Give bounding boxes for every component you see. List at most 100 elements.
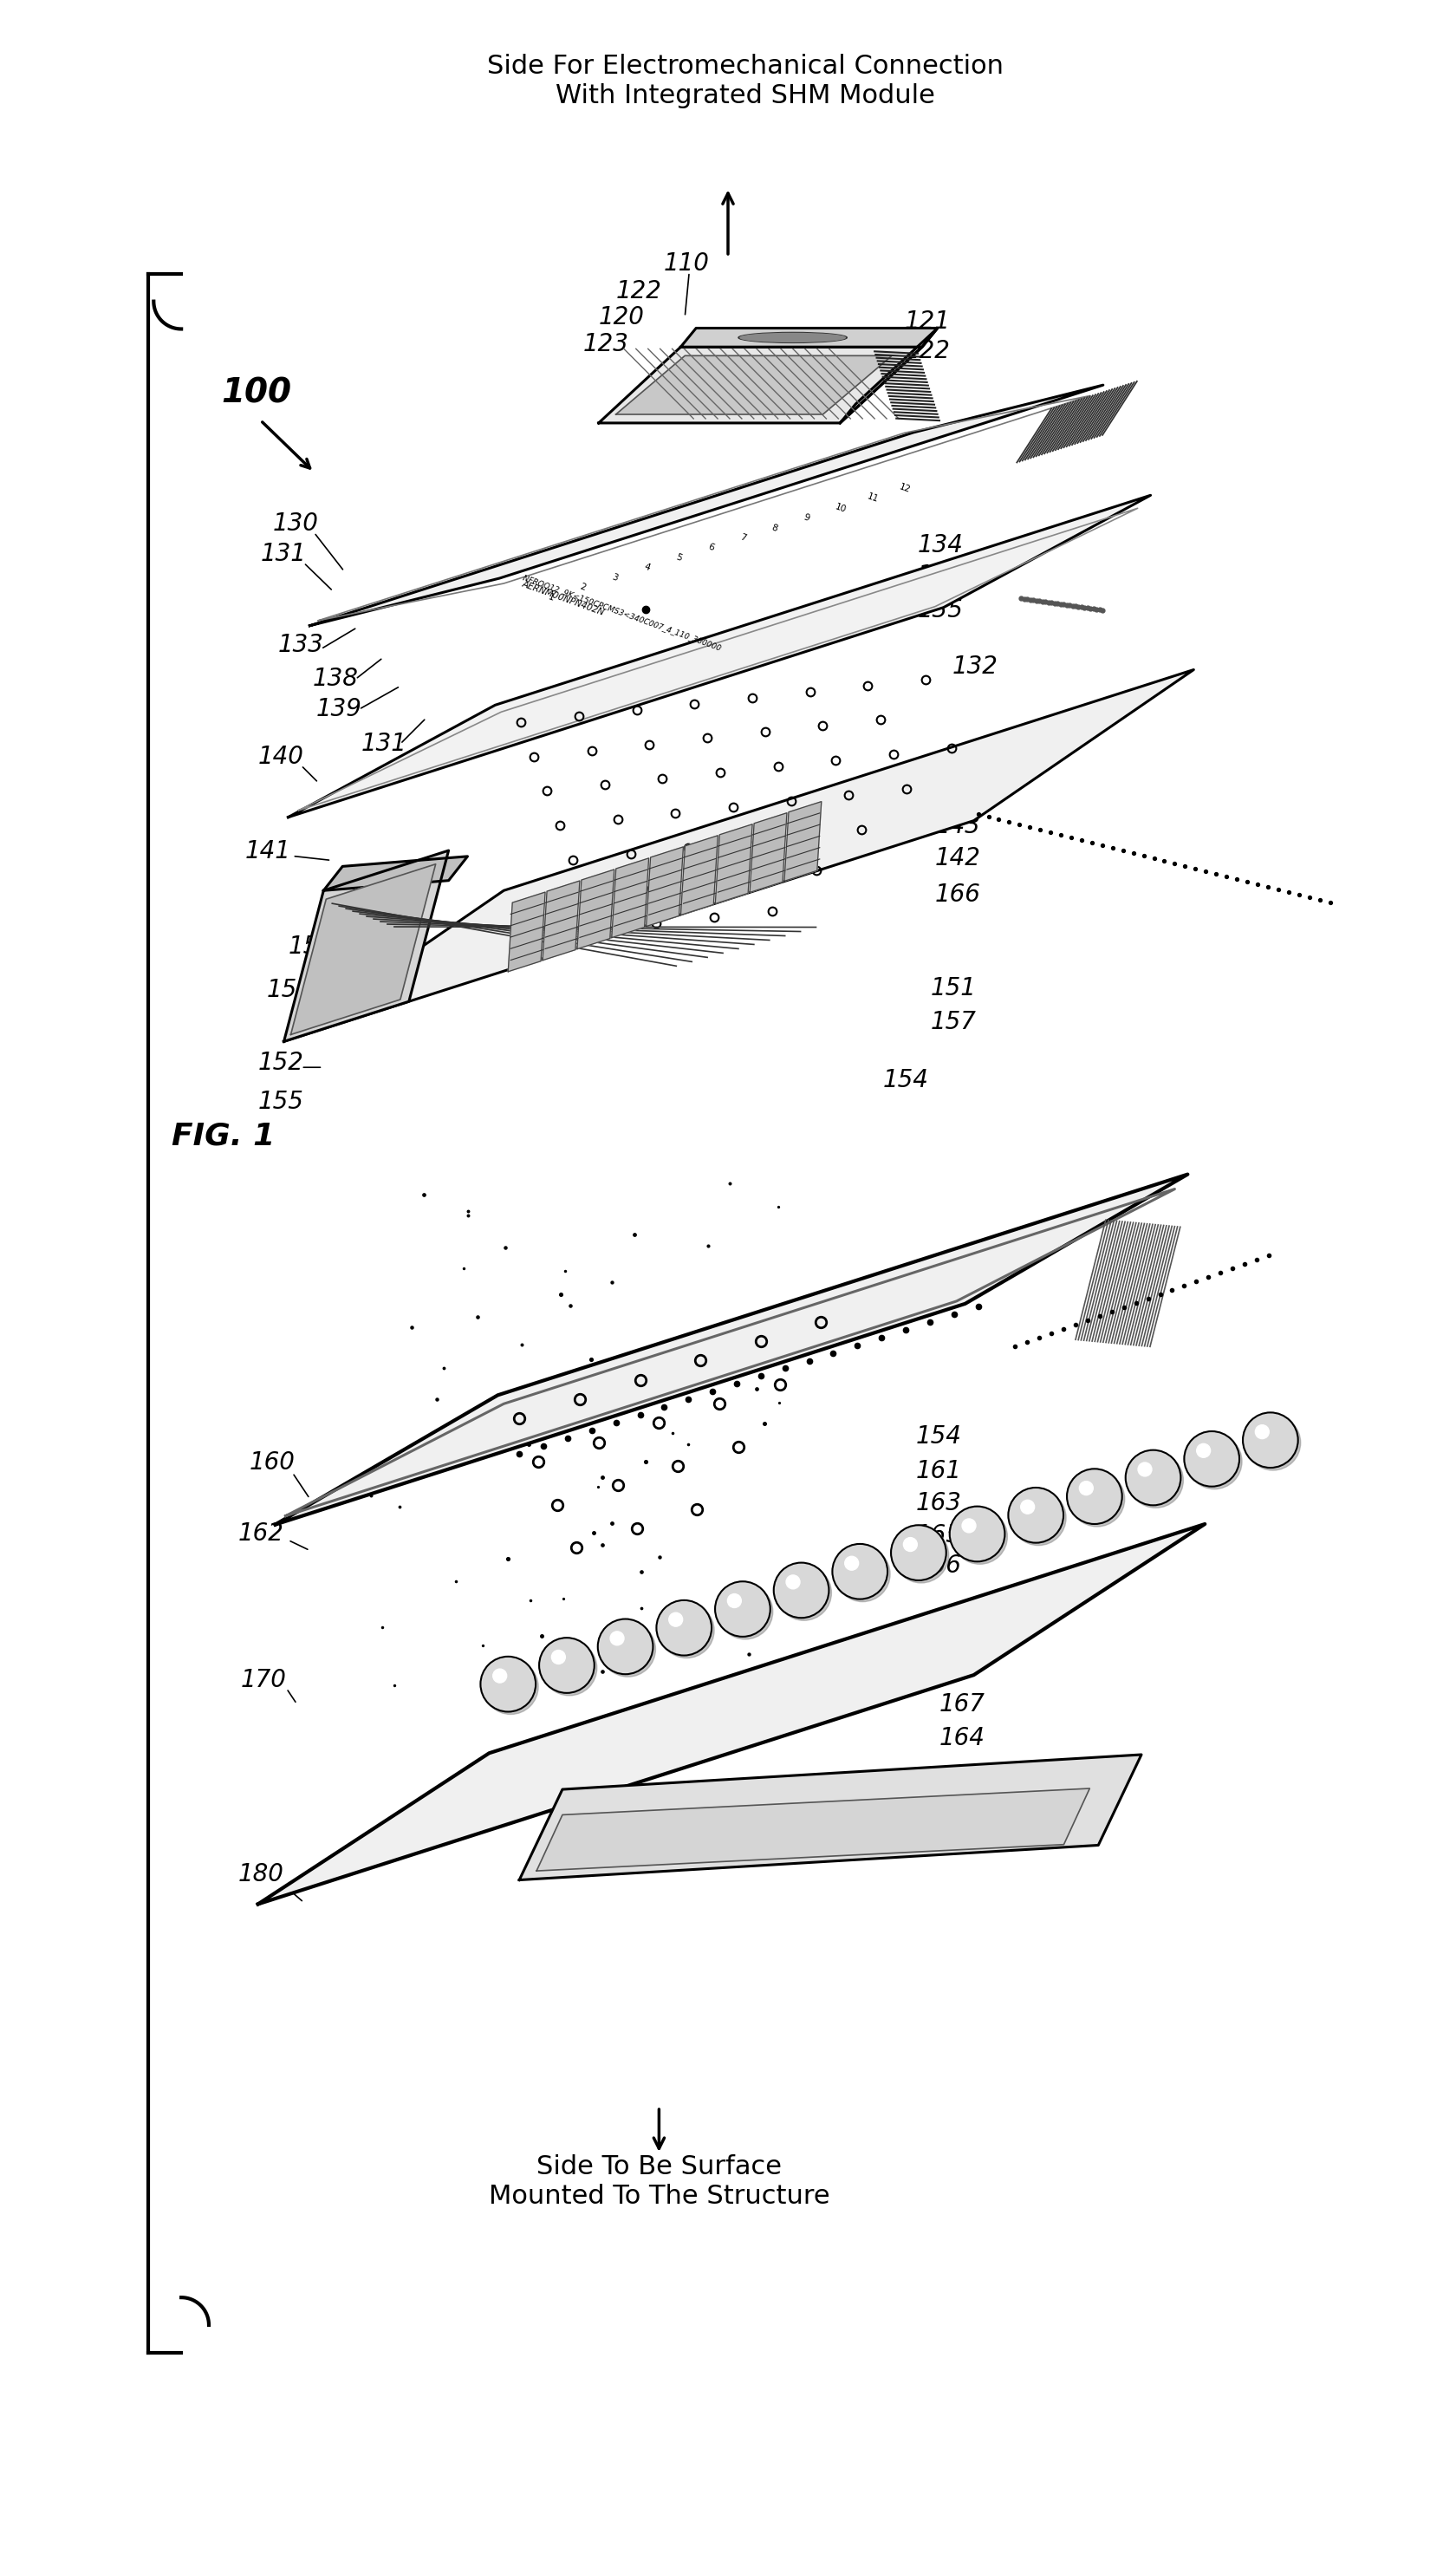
Text: 140: 140	[258, 745, 304, 768]
Polygon shape	[275, 1175, 1188, 1526]
Polygon shape	[284, 671, 1194, 1042]
Text: 1: 1	[547, 591, 555, 602]
Polygon shape	[681, 835, 718, 914]
Text: 142: 142	[935, 847, 981, 870]
Text: 162: 162	[239, 1521, 284, 1546]
Text: 131: 131	[935, 783, 981, 809]
Circle shape	[1021, 1500, 1034, 1513]
Text: 110: 110	[664, 251, 709, 276]
Text: 160: 160	[249, 1452, 296, 1475]
Text: NFROQ12  9K<150CPCMS3<340C007_4_110_300000: NFROQ12 9K<150CPCMS3<340C007_4_110_30000…	[515, 571, 722, 650]
Text: 10: 10	[834, 502, 847, 515]
Text: Side To Be Surface
Mounted To The Structure: Side To Be Surface Mounted To The Struct…	[488, 2156, 830, 2209]
Text: 180: 180	[239, 1861, 284, 1887]
Text: 161: 161	[916, 1459, 962, 1482]
Text: 166: 166	[916, 1554, 962, 1577]
Polygon shape	[840, 328, 938, 422]
Text: 132: 132	[952, 655, 997, 678]
Text: 143: 143	[935, 814, 981, 837]
Ellipse shape	[718, 1585, 773, 1638]
Ellipse shape	[952, 1508, 1008, 1564]
Polygon shape	[577, 870, 614, 950]
Text: 165: 165	[916, 1523, 962, 1546]
Text: 150: 150	[266, 978, 313, 1001]
Text: 122: 122	[904, 340, 951, 364]
Text: 121: 121	[904, 310, 951, 333]
Text: 130: 130	[272, 512, 319, 535]
Circle shape	[786, 1574, 799, 1590]
Text: 158: 158	[332, 955, 377, 980]
Circle shape	[773, 1562, 828, 1618]
Text: 166: 166	[935, 883, 981, 906]
Circle shape	[1139, 1462, 1152, 1477]
Text: 136: 136	[917, 563, 964, 589]
Circle shape	[552, 1651, 565, 1664]
Polygon shape	[612, 858, 649, 937]
Polygon shape	[715, 824, 753, 904]
Ellipse shape	[1010, 1490, 1066, 1546]
Ellipse shape	[740, 333, 846, 343]
Ellipse shape	[738, 333, 847, 343]
Text: 5: 5	[674, 553, 683, 563]
Circle shape	[1079, 1482, 1093, 1495]
Text: 154: 154	[916, 1423, 962, 1449]
Text: 131: 131	[261, 543, 306, 566]
Text: 155: 155	[258, 1091, 304, 1114]
Text: 141: 141	[245, 840, 291, 863]
Circle shape	[949, 1505, 1005, 1562]
Text: 120: 120	[598, 305, 645, 330]
Text: 123: 123	[582, 333, 629, 356]
Circle shape	[715, 1582, 770, 1636]
Polygon shape	[323, 858, 467, 891]
Circle shape	[480, 1656, 536, 1713]
Circle shape	[1125, 1449, 1181, 1505]
Circle shape	[1008, 1487, 1063, 1544]
Text: 133: 133	[278, 632, 323, 658]
Text: 2: 2	[579, 581, 587, 591]
Polygon shape	[520, 1754, 1142, 1879]
Polygon shape	[537, 1789, 1089, 1871]
Text: 163: 163	[916, 1490, 962, 1516]
Polygon shape	[750, 814, 786, 893]
Polygon shape	[598, 348, 922, 422]
Text: 6: 6	[706, 543, 715, 553]
Ellipse shape	[542, 1641, 597, 1695]
Text: 151: 151	[930, 975, 977, 1001]
Ellipse shape	[483, 1659, 539, 1715]
Circle shape	[657, 1600, 712, 1656]
Polygon shape	[680, 328, 938, 348]
Ellipse shape	[834, 1546, 890, 1603]
Text: AERNM00NPN402N: AERNM00NPN402N	[521, 579, 606, 617]
Text: 138: 138	[313, 668, 358, 691]
Circle shape	[891, 1526, 946, 1580]
Polygon shape	[543, 881, 579, 960]
Circle shape	[539, 1638, 594, 1692]
Text: 3: 3	[610, 573, 619, 584]
Circle shape	[1255, 1426, 1270, 1439]
Circle shape	[833, 1544, 888, 1600]
Text: 157: 157	[930, 1011, 977, 1034]
Circle shape	[903, 1539, 917, 1551]
Ellipse shape	[776, 1564, 831, 1620]
Text: 167: 167	[939, 1692, 986, 1715]
Ellipse shape	[1128, 1452, 1184, 1508]
Polygon shape	[785, 801, 821, 881]
Polygon shape	[646, 847, 683, 927]
Circle shape	[1184, 1431, 1239, 1487]
Circle shape	[598, 1618, 652, 1674]
Text: 11: 11	[866, 492, 879, 504]
Text: 134: 134	[917, 532, 964, 558]
Text: 139: 139	[316, 696, 361, 722]
Circle shape	[1197, 1444, 1210, 1457]
Text: 9: 9	[802, 512, 811, 522]
Text: 135: 135	[917, 599, 964, 622]
Text: 152: 152	[258, 1052, 304, 1075]
Text: 137: 137	[935, 750, 981, 773]
Circle shape	[844, 1556, 859, 1569]
Circle shape	[494, 1669, 507, 1682]
Ellipse shape	[660, 1603, 715, 1659]
Ellipse shape	[894, 1528, 949, 1582]
Polygon shape	[258, 1523, 1206, 1905]
Text: Side For Electromechanical Connection
With Integrated SHM Module: Side For Electromechanical Connection Wi…	[486, 54, 1003, 108]
Text: 170: 170	[240, 1667, 287, 1692]
